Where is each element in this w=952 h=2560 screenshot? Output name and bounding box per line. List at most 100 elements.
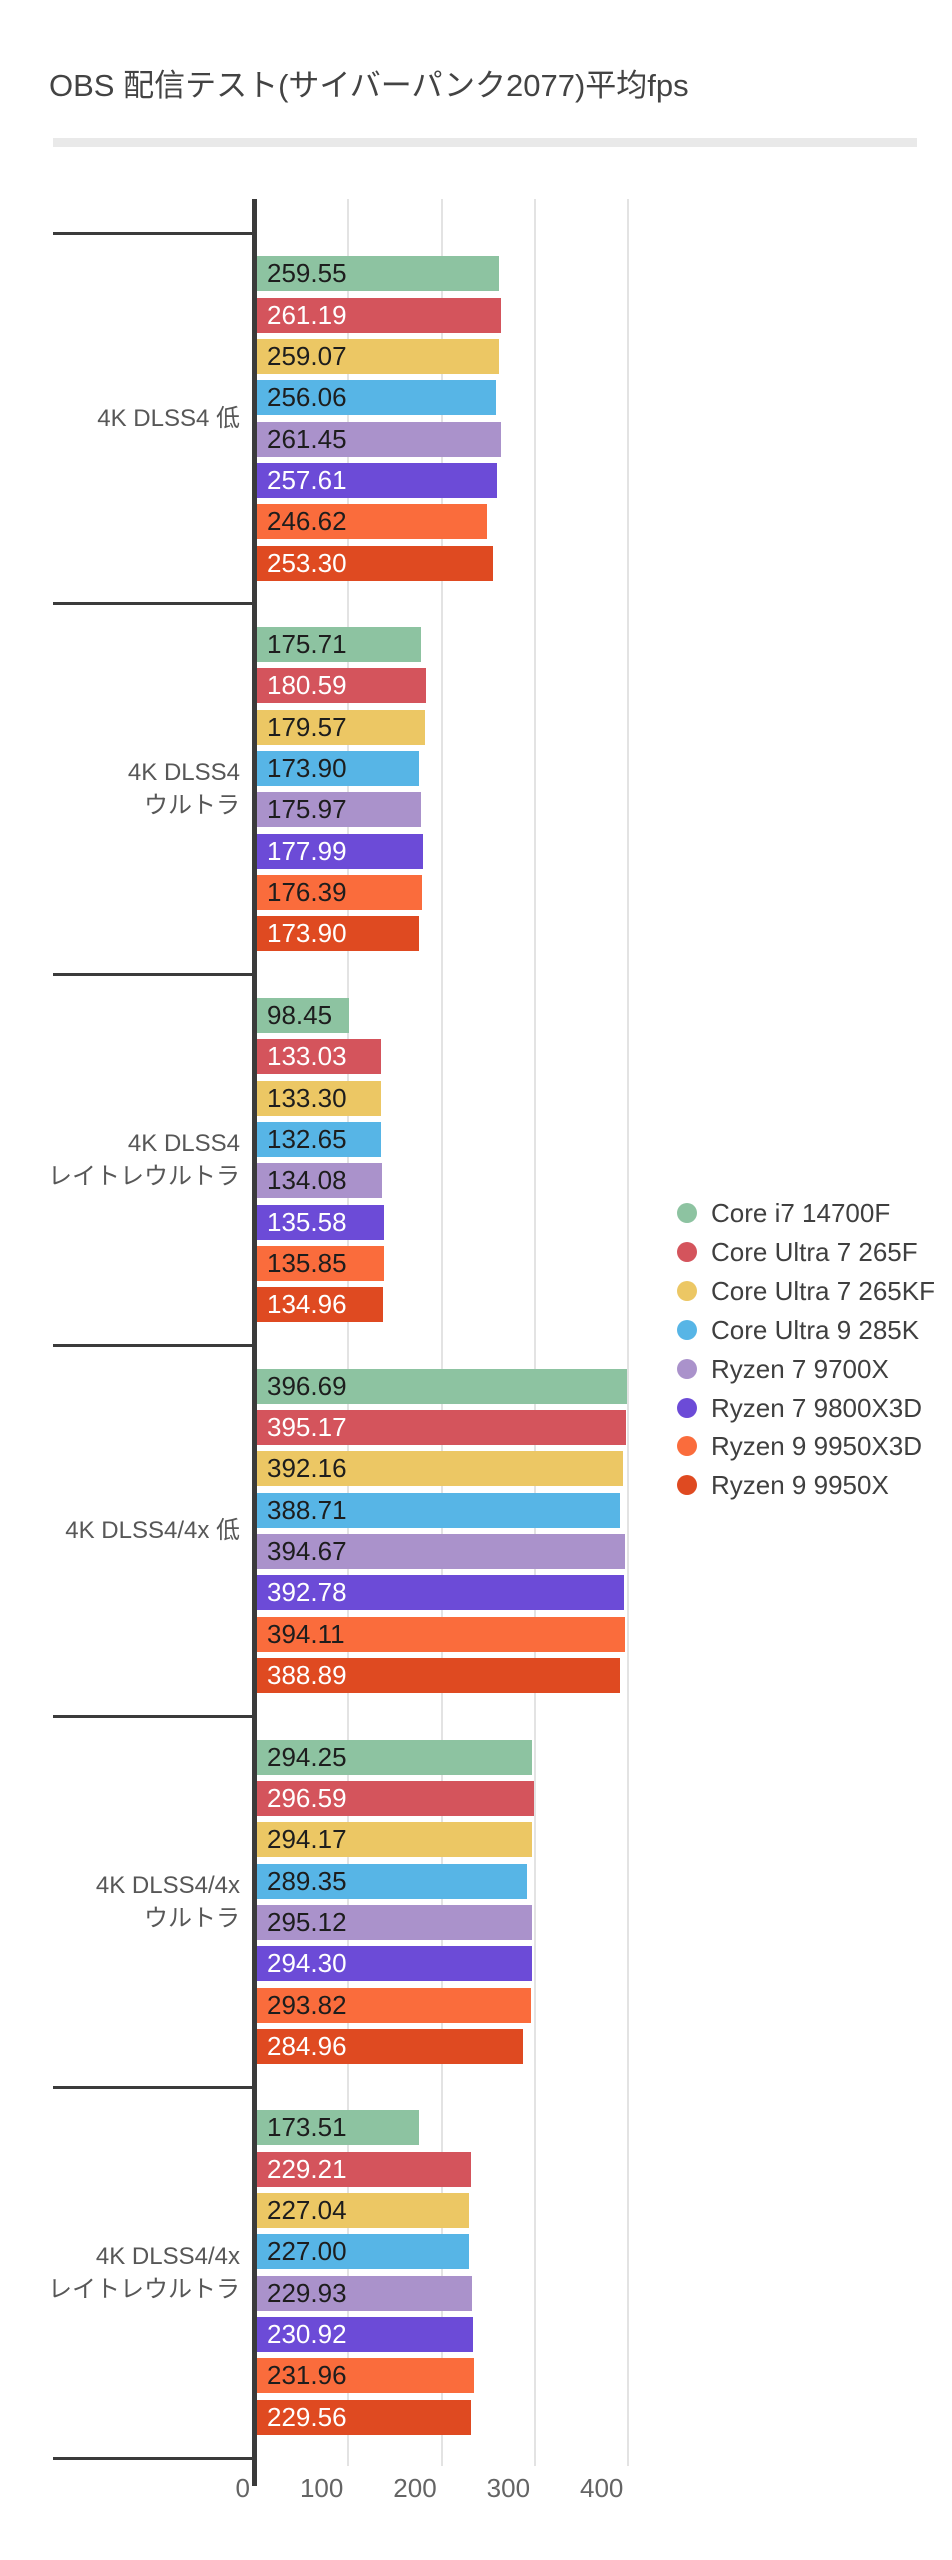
legend-swatch-icon (677, 1475, 697, 1496)
legend-swatch-icon (677, 1436, 697, 1457)
bar-value-label: 227.04 (267, 2195, 347, 2226)
bar-core-ultra-7-265kf: 294.17 (257, 1822, 532, 1858)
legend-label: Ryzen 7 9800X3D (711, 1392, 923, 1423)
bar-value-label: 180.59 (267, 670, 347, 701)
bar-ryzen-9-9950x: 173.90 (257, 916, 420, 952)
chart-title: OBS 配信テスト(サイバーパンク2077)平均fps (49, 68, 689, 103)
bar-value-label: 231.96 (267, 2360, 347, 2391)
group-separator (53, 1714, 252, 1718)
bar-value-label: 395.17 (267, 1412, 347, 1443)
group-separator (53, 231, 252, 235)
bar-value-label: 388.71 (267, 1494, 347, 1525)
bar-value-label: 177.99 (267, 835, 347, 866)
bar-value-label: 257.61 (267, 464, 347, 495)
legend-label: Ryzen 9 9950X (711, 1470, 889, 1501)
divider-strip (53, 138, 917, 147)
bar-value-label: 295.12 (267, 1906, 347, 1937)
bar-core-ultra-7-265f: 133.03 (257, 1039, 382, 1075)
group-separator (53, 1344, 252, 1347)
group-label: 4K DLSS4 レイトレウルトラ (20, 1127, 240, 1193)
group-label: 4K DLSS4/4x 低 (20, 1514, 240, 1547)
bar-value-label: 133.30 (267, 1082, 347, 1113)
bar-ryzen-7-9800x3d: 135.58 (257, 1204, 384, 1240)
legend-swatch-icon (677, 1280, 697, 1301)
bar-value-label: 259.07 (267, 340, 347, 371)
bar-ryzen-9-9950x: 388.89 (257, 1658, 621, 1694)
bar-ryzen-9-9950x: 284.96 (257, 2028, 523, 2064)
bar-value-label: 227.00 (267, 2236, 347, 2267)
bar-ryzen-7-9700x: 295.12 (257, 1904, 533, 1940)
bar-core-i7-14700f: 259.55 (257, 256, 500, 292)
bar-value-label: 173.90 (267, 918, 347, 949)
bar-value-label: 256.06 (267, 382, 347, 413)
bar-ryzen-9-9950x: 253.30 (257, 545, 494, 581)
bar-value-label: 394.67 (267, 1536, 347, 1567)
group-separator (53, 2085, 252, 2089)
bar-core-ultra-9-285k: 173.90 (257, 751, 420, 787)
bar-value-label: 176.39 (267, 877, 347, 908)
group-label-line: レイトレウルトラ (48, 1163, 240, 1191)
gridline-400 (627, 199, 630, 2466)
bar-value-label: 294.17 (267, 1824, 347, 1855)
group-label-line: 4K DLSS4/4x (95, 1871, 240, 1899)
gridline-100 (347, 199, 350, 2466)
bar-value-label: 175.71 (267, 629, 347, 659)
group-label-line: レイトレウルトラ (48, 2275, 240, 2303)
bar-value-label: 261.45 (267, 423, 347, 454)
bar-core-i7-14700f: 294.25 (257, 1739, 532, 1775)
group-label-line: 4K DLSS4/4x (95, 2242, 240, 2270)
bar-core-ultra-7-265kf: 133.30 (257, 1080, 382, 1116)
x-tick-label-300: 300 (486, 2473, 531, 2503)
y-axis-line (252, 199, 257, 2486)
group-label-line: 4K DLSS4 低 (97, 404, 240, 432)
bar-value-label: 284.96 (267, 2030, 347, 2061)
bar-core-ultra-7-265f: 229.21 (257, 2151, 471, 2187)
bar-core-ultra-7-265f: 261.19 (257, 297, 501, 333)
bar-ryzen-9-9950x3d: 246.62 (257, 504, 488, 540)
bar-ryzen-9-9950x3d: 394.11 (257, 1616, 625, 1652)
bar-ryzen-9-9950x3d: 176.39 (257, 875, 422, 911)
gridline-200 (440, 199, 443, 2466)
legend-label: Core Ultra 9 285K (711, 1314, 920, 1345)
bar-core-i7-14700f: 175.71 (257, 627, 422, 662)
bar-core-i7-14700f: 173.51 (257, 2110, 419, 2146)
gridline-300 (534, 199, 537, 2466)
bar-ryzen-7-9700x: 229.93 (257, 2275, 472, 2311)
bar-core-i7-14700f: 98.45 (257, 997, 349, 1033)
bar-ryzen-7-9700x: 261.45 (257, 421, 502, 457)
x-tick-label-200: 200 (393, 2473, 437, 2503)
bar-core-ultra-9-285k: 256.06 (257, 380, 497, 416)
legend-label: Ryzen 9 9950X3D (711, 1431, 923, 1462)
bar-core-ultra-9-285k: 132.65 (257, 1121, 381, 1157)
bar-value-label: 229.93 (267, 2277, 347, 2308)
group-label: 4K DLSS4 低 (20, 402, 240, 435)
bar-value-label: 296.59 (267, 1782, 347, 1813)
bar-value-label: 135.58 (267, 1206, 347, 1237)
bar-ryzen-7-9700x: 175.97 (257, 792, 422, 828)
legend-label: Core Ultra 7 265KF (711, 1275, 935, 1306)
bar-value-label: 392.78 (267, 1577, 347, 1608)
group-label-line: ウルトラ (144, 792, 240, 820)
group-label-line: 4K DLSS4 (127, 759, 240, 787)
bar-value-label: 179.57 (267, 711, 347, 742)
group-label: 4K DLSS4 ウルトラ (20, 756, 240, 822)
bar-value-label: 133.03 (267, 1041, 347, 1072)
bar-core-ultra-7-265kf: 227.04 (257, 2193, 469, 2229)
bar-ryzen-7-9700x: 394.67 (257, 1534, 626, 1570)
bar-core-ultra-7-265f: 180.59 (257, 668, 426, 704)
bar-ryzen-9-9950x3d: 231.96 (257, 2358, 474, 2394)
bar-value-label: 293.82 (267, 1989, 347, 2020)
bar-core-ultra-9-285k: 388.71 (257, 1492, 620, 1528)
bar-ryzen-7-9800x3d: 230.92 (257, 2317, 473, 2353)
legend-swatch-icon (677, 1397, 697, 1418)
bar-value-label: 132.65 (267, 1123, 347, 1154)
bar-ryzen-7-9700x: 134.08 (257, 1163, 383, 1199)
bar-core-ultra-7-265kf: 392.16 (257, 1451, 624, 1487)
bar-core-ultra-9-285k: 227.00 (257, 2234, 469, 2270)
bar-core-i7-14700f: 396.69 (257, 1368, 628, 1404)
bar-core-ultra-7-265f: 395.17 (257, 1410, 626, 1446)
group-separator (53, 602, 252, 606)
legend-swatch-icon (677, 1358, 697, 1379)
legend-label: Ryzen 7 9700X (711, 1353, 889, 1384)
bar-ryzen-9-9950x: 134.96 (257, 1287, 383, 1323)
